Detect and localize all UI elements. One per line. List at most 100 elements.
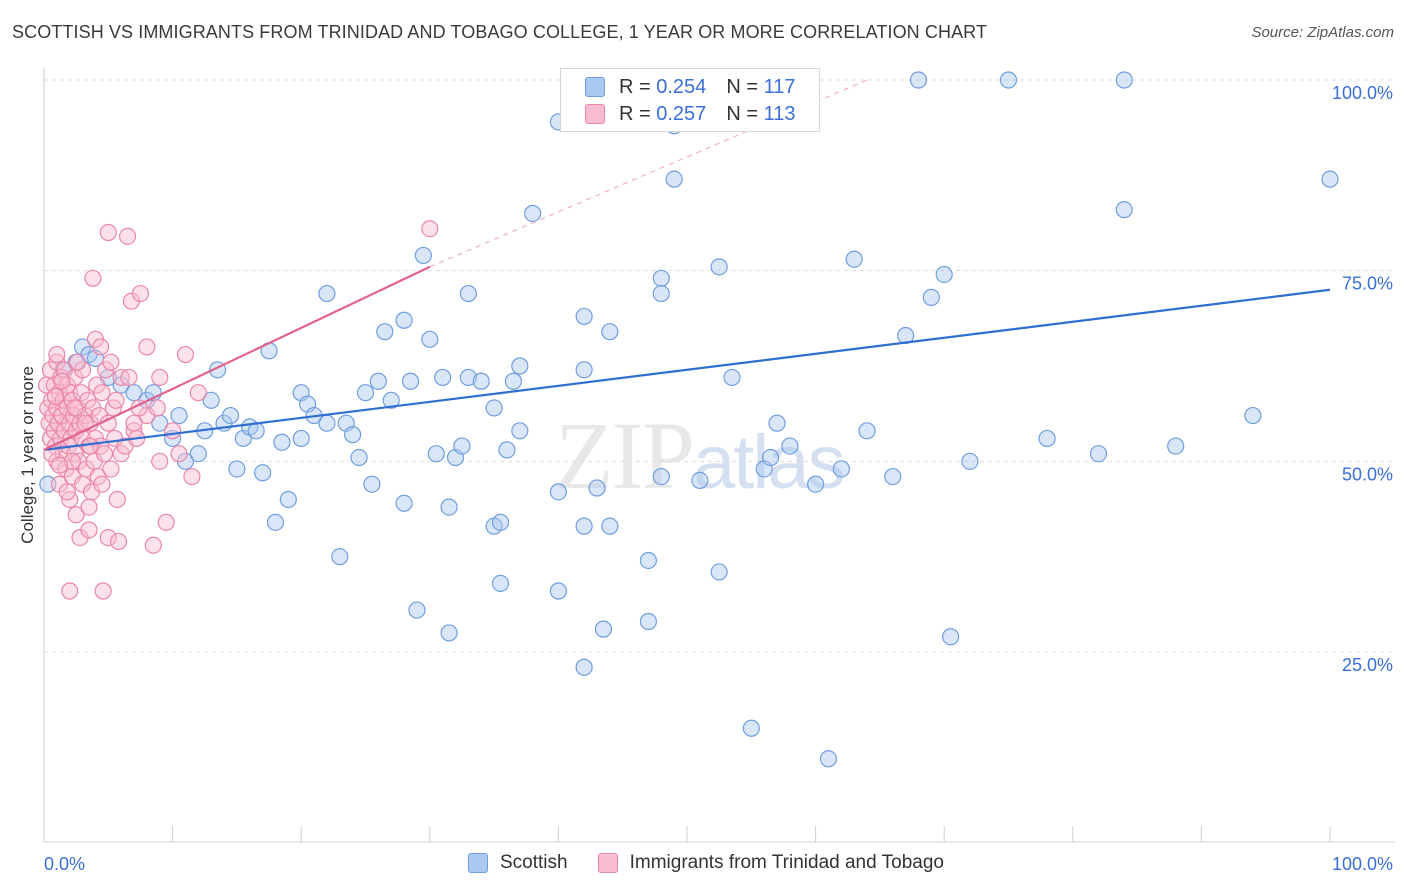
scottish-point — [761, 448, 780, 467]
scottish-point — [376, 323, 394, 341]
trinidad-point — [84, 269, 102, 287]
trinidad-point — [151, 452, 169, 470]
legend-r-value-trinidad: 0.257 — [656, 102, 707, 125]
scottish-point — [549, 582, 568, 600]
scottish-point — [491, 513, 510, 531]
trinidad-point — [61, 582, 79, 600]
scottish-point — [228, 460, 246, 478]
scottish-trend-line — [43, 288, 1331, 451]
scottish-point — [440, 624, 458, 642]
scottish-point — [768, 414, 786, 432]
scottish-point — [961, 452, 979, 470]
scottish-point — [601, 323, 619, 341]
watermark: ZIPatlas — [555, 400, 846, 511]
scottish-point — [331, 548, 349, 566]
legend-n-value-scottish: 117 — [763, 75, 796, 98]
y-tick-label: 25.0% — [1342, 655, 1393, 675]
trinidad-point — [94, 582, 112, 600]
trinidad-point — [120, 368, 138, 387]
trinidad-point — [170, 445, 188, 463]
scottish-point — [125, 384, 143, 402]
trinidad-point — [109, 532, 128, 551]
trinidad-point — [80, 498, 98, 516]
scottish-point — [363, 475, 381, 493]
legend-r-value-scottish: 0.254 — [656, 75, 707, 98]
scottish-point — [1038, 429, 1056, 448]
scottish-point — [382, 391, 400, 409]
trinidad-point — [46, 387, 65, 406]
source-credit: Source: ZipAtlas.com — [1251, 24, 1394, 41]
legend-n-label: N = — [726, 75, 758, 98]
trinidad-point — [421, 220, 439, 238]
scottish-point — [594, 620, 613, 638]
scottish-point — [254, 464, 272, 482]
scottish-point — [858, 422, 876, 440]
scottish-point — [369, 372, 387, 390]
scottish-point — [710, 563, 728, 581]
trinidad-point — [80, 521, 98, 539]
scottish-point — [691, 471, 709, 489]
scottish-point — [575, 307, 593, 326]
bottom-legend-label-scottish: Scottish — [500, 852, 568, 873]
scottish-point — [1321, 170, 1339, 188]
legend-swatch-scottish — [585, 77, 605, 97]
legend-r-label: R = — [619, 75, 651, 98]
scottish-point — [292, 429, 310, 448]
trinidad-point — [183, 467, 201, 486]
legend-n-value-trinidad: 113 — [763, 102, 796, 125]
scottish-point — [395, 311, 413, 329]
trinidad-point — [102, 353, 120, 371]
trinidad-point — [108, 490, 126, 509]
x-tick-label: 100.0% — [1332, 854, 1393, 874]
scottish-point — [549, 483, 568, 501]
scottish-point — [434, 368, 452, 387]
trinidad-point — [63, 452, 81, 470]
scottish-point — [401, 372, 420, 390]
y-tick-label: 75.0% — [1342, 274, 1393, 294]
scottish-point — [395, 494, 413, 512]
scottish-point — [318, 284, 336, 303]
trinidad-point — [66, 399, 84, 417]
scottish-point — [1167, 437, 1185, 455]
trinidad-point — [93, 384, 111, 402]
scottish-point — [459, 284, 477, 303]
bottom-legend-swatch-scottish — [468, 853, 488, 873]
scottish-point — [884, 467, 902, 486]
watermark-zip: ZIP — [555, 402, 695, 509]
scottish-point — [806, 475, 825, 493]
scottish-point — [427, 445, 445, 463]
scottish-point — [1115, 71, 1133, 89]
trinidad-point — [148, 399, 166, 417]
y-axis-label: College, 1 year or more — [18, 366, 37, 544]
scottish-point — [1115, 201, 1133, 219]
scottish-point — [781, 437, 799, 455]
scottish-point — [344, 426, 362, 444]
scottish-point — [408, 601, 426, 619]
scottish-point — [266, 513, 285, 531]
scottish-point — [511, 357, 529, 375]
trinidad-point — [53, 372, 71, 390]
bottom-legend: Scottish Immigrants from Trinidad and To… — [468, 852, 944, 874]
bottom-legend-swatch-trinidad — [597, 853, 618, 873]
scottish-point — [491, 574, 510, 592]
scottish-point — [472, 372, 490, 390]
legend-n-label: N = — [726, 102, 758, 125]
scottish-point — [909, 71, 928, 89]
trinidad-point — [131, 284, 150, 303]
trinidad-point — [48, 345, 66, 364]
y-tick-label: 50.0% — [1342, 464, 1393, 484]
scottish-point — [665, 170, 683, 188]
trinidad-point — [189, 384, 207, 402]
scottish-point — [498, 441, 516, 459]
trinidad-point — [81, 437, 99, 455]
trinidad-point — [91, 338, 110, 356]
scottish-point — [922, 288, 940, 306]
scottish-point — [421, 330, 439, 348]
trinidad-point — [68, 353, 87, 371]
scottish-point — [588, 479, 606, 497]
scottish-point — [942, 628, 960, 646]
scottish-point — [453, 437, 471, 455]
trinidad-point — [102, 460, 120, 478]
scottish-point — [723, 368, 741, 387]
trinidad-point — [118, 227, 137, 245]
